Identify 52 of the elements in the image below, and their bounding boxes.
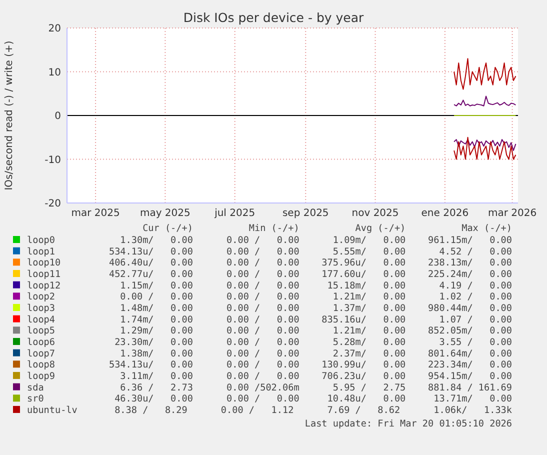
legend-label: ubuntu-lv: [27, 404, 78, 416]
x-tick-label: may 2025: [140, 208, 190, 219]
text: Cur (-/+) Min (-/+) Avg (-/+) Max (-/+): [103, 223, 512, 234]
legend-label: loop2: [27, 292, 55, 303]
legend-label: loop7: [27, 348, 55, 360]
y-tick-label: 20: [48, 24, 61, 34]
text: 3.11m/ 0.00 0.00 / 0.00 706.23u/ 0.00 954.15m/ 0.00: [103, 370, 512, 382]
text: 6.36 / 2.73 0.00 /502.06m 5.95 / 2.75 881.84 / 161.69: [103, 382, 512, 394]
line-series: [454, 139, 516, 151]
legend-label: sr0: [27, 394, 44, 405]
x-tick-label: mar 2025: [71, 208, 120, 219]
legend-label: loop3: [27, 302, 55, 314]
legend-label: loop1: [27, 246, 55, 258]
x-tick-label: nov 2025: [352, 208, 399, 219]
text: Last update: Fri Mar 20 01:05:10 2026: [304, 418, 512, 430]
x-tick-label: ene 2026: [421, 208, 469, 219]
y-axis-title: IOs/second read (-) / write (+): [4, 40, 15, 190]
y-tick-label: 10: [48, 67, 61, 78]
line-series: [454, 136, 516, 160]
text: 1.48m/ 0.00 0.00 / 0.00 1.37m/ 0.00 980.44m/ 0.00: [103, 302, 512, 314]
legend-label: sda: [27, 382, 44, 394]
line-series: [454, 58, 516, 90]
text: 46.30u/ 0.00 0.00 / 0.00 10.48u/ 0.00 13.71m/ 0.00: [103, 394, 512, 405]
y-tick-label: 0: [54, 111, 61, 122]
text: 0.00 / 0.00 0.00 / 0.00 1.21m/ 0.00 1.02 / 0.00: [103, 292, 512, 303]
legend-label: loop10: [27, 258, 61, 269]
y-tick-label: -10: [44, 154, 61, 166]
text: 1.15m/ 0.00 0.00 / 0.00 15.18m/ 0.00 4.19 / 0.00: [103, 280, 512, 292]
text: 406.40u/ 0.00 0.00 / 0.00 375.96u/ 0.00 238.13m/ 0.00: [103, 258, 512, 269]
text: 8.38 / 8.29 0.00 / 1.12 7.69 / 8.62 1.06k/ 1.33k: [98, 404, 512, 416]
legend-label: loop5: [27, 326, 55, 337]
x-tick-label: mar 2026: [488, 208, 537, 219]
text: 534.13u/ 0.00 0.00 / 0.00 130.99u/ 0.00 223.34m/ 0.00: [103, 360, 512, 371]
y-tick-label: -20: [44, 198, 61, 210]
text: 1.74m/ 0.00 0.00 / 0.00 835.16u/ 0.00 1.07 / 0.00: [103, 314, 512, 326]
legend-label: loop9: [27, 370, 55, 382]
text: 452.77u/ 0.00 0.00 / 0.00 177.60u/ 0.00 225.24m/ 0.00: [103, 268, 512, 280]
legend-label: loop4: [27, 314, 56, 326]
text: 1.30m/ 0.00 0.00 / 0.00 1.09m/ 0.00 961.15m/ 0.00: [103, 235, 512, 246]
legend-label: loop11: [27, 268, 61, 280]
x-tick-label: jul 2025: [214, 208, 256, 219]
legend-label: loop8: [27, 360, 55, 371]
line-series: [454, 96, 516, 106]
legend-label: loop0: [27, 235, 55, 246]
text: 23.30m/ 0.00 0.00 / 0.00 5.28m/ 0.00 3.55 / 0.00: [103, 336, 512, 348]
text: 1.38m/ 0.00 0.00 / 0.00 2.37m/ 0.00 801.64m/ 0.00: [103, 348, 512, 360]
legend-label: loop12: [27, 280, 61, 292]
legend-label: loop6: [27, 336, 55, 348]
text: 534.13u/ 0.00 0.00 / 0.00 5.55m/ 0.00 4.52 / 0.00: [103, 246, 512, 258]
chart-title: Disk IOs per device - by year: [183, 10, 364, 25]
text: 1.29m/ 0.00 0.00 / 0.00 1.21m/ 0.00 852.05m/ 0.00: [103, 326, 512, 337]
x-tick-label: sep 2025: [282, 208, 329, 219]
